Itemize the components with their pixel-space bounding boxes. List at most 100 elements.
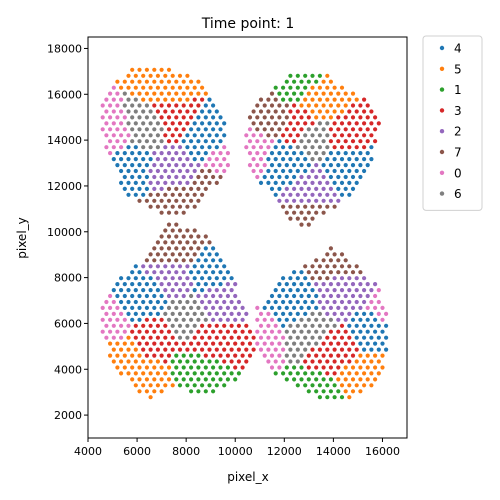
scatter-point bbox=[115, 127, 120, 132]
scatter-point bbox=[262, 139, 267, 144]
scatter-point bbox=[196, 246, 201, 251]
scatter-point bbox=[192, 204, 197, 209]
scatter-point bbox=[126, 97, 131, 102]
scatter-point bbox=[137, 270, 142, 275]
scatter-point bbox=[292, 115, 297, 120]
scatter-point bbox=[214, 347, 219, 352]
scatter-point bbox=[214, 109, 219, 114]
scatter-point bbox=[192, 192, 197, 197]
scatter-point bbox=[321, 389, 326, 394]
scatter-point bbox=[111, 121, 116, 126]
scatter-point bbox=[192, 109, 197, 114]
scatter-point bbox=[163, 347, 168, 352]
scatter-point bbox=[104, 121, 109, 126]
scatter-point bbox=[269, 186, 275, 191]
scatter-point bbox=[277, 91, 282, 96]
scatter-point bbox=[166, 317, 172, 322]
scatter-point bbox=[347, 168, 352, 174]
scatter-point bbox=[155, 383, 160, 388]
scatter-point bbox=[155, 97, 160, 102]
scatter-point bbox=[185, 204, 190, 209]
scatter-point bbox=[317, 133, 322, 138]
scatter-point bbox=[225, 353, 230, 358]
scatter-point bbox=[306, 341, 311, 346]
scatter-point bbox=[240, 365, 245, 370]
scatter-point bbox=[159, 127, 164, 132]
scatter-point bbox=[288, 359, 293, 364]
scatter-point bbox=[314, 198, 319, 203]
scatter-point bbox=[236, 371, 241, 376]
scatter-point bbox=[203, 258, 208, 263]
scatter-point bbox=[310, 192, 315, 197]
scatter-point bbox=[262, 103, 267, 108]
scatter-point bbox=[203, 91, 208, 96]
scatter-point bbox=[321, 329, 326, 334]
scatter-point bbox=[336, 186, 341, 191]
scatter-point bbox=[281, 276, 286, 281]
scatter-point bbox=[332, 335, 337, 340]
scatter-point bbox=[277, 341, 282, 346]
scatter-point bbox=[277, 198, 282, 203]
scatter-point bbox=[336, 329, 341, 334]
scatter-point bbox=[108, 329, 113, 334]
scatter-point bbox=[314, 329, 319, 334]
scatter-point bbox=[200, 133, 205, 138]
scatter-point bbox=[229, 299, 234, 305]
scatter-point bbox=[159, 186, 164, 191]
scatter-point bbox=[170, 359, 175, 364]
scatter-point bbox=[163, 145, 168, 150]
scatter-point bbox=[288, 180, 293, 185]
scatter-point bbox=[222, 359, 227, 364]
scatter-point bbox=[122, 151, 127, 156]
scatter-point bbox=[189, 174, 194, 180]
scatter-point bbox=[218, 341, 223, 346]
scatter-point bbox=[310, 323, 315, 328]
scatter-point bbox=[299, 186, 304, 191]
scatter-point bbox=[299, 91, 304, 96]
scatter-point bbox=[155, 311, 160, 316]
scatter-point bbox=[155, 145, 160, 150]
scatter-point bbox=[163, 276, 168, 281]
scatter-point bbox=[111, 97, 116, 102]
scatter-point bbox=[163, 371, 168, 376]
scatter-point bbox=[328, 139, 333, 144]
scatter-point bbox=[373, 341, 378, 346]
scatter-point bbox=[181, 198, 186, 203]
scatter-point bbox=[314, 174, 319, 180]
scatter-point bbox=[222, 121, 227, 126]
scatter-point bbox=[203, 377, 208, 382]
scatter-point bbox=[218, 377, 223, 382]
scatter-point bbox=[189, 91, 194, 96]
scatter-point bbox=[163, 97, 168, 102]
scatter-point bbox=[255, 115, 260, 120]
scatter-point bbox=[144, 365, 149, 370]
scatter-point bbox=[321, 293, 326, 299]
scatter-point bbox=[177, 359, 183, 364]
scatter-point bbox=[200, 383, 205, 388]
scatter-point bbox=[108, 341, 113, 346]
scatter-point bbox=[163, 157, 168, 162]
scatter-point bbox=[321, 186, 326, 191]
scatter-point bbox=[292, 103, 297, 108]
scatter-point bbox=[262, 353, 267, 358]
scatter-point bbox=[211, 127, 216, 132]
legend-marker bbox=[439, 87, 445, 92]
scatter-point bbox=[130, 329, 135, 334]
scatter-point bbox=[277, 174, 282, 180]
x-tick-label: 12000 bbox=[267, 445, 302, 458]
scatter-point bbox=[339, 133, 345, 138]
scatter-point bbox=[314, 103, 319, 108]
scatter-point bbox=[325, 395, 330, 400]
scatter-point bbox=[174, 198, 179, 203]
scatter-point bbox=[196, 341, 201, 346]
scatter-point bbox=[126, 73, 131, 78]
y-tick-label: 6000 bbox=[54, 317, 82, 330]
scatter-point bbox=[200, 371, 205, 376]
scatter-point bbox=[247, 341, 253, 346]
scatter-point bbox=[100, 115, 105, 120]
scatter-point bbox=[203, 270, 208, 275]
scatter-point bbox=[192, 299, 197, 305]
scatter-point bbox=[336, 341, 341, 346]
scatter-point bbox=[339, 192, 345, 197]
scatter-point bbox=[306, 305, 311, 310]
